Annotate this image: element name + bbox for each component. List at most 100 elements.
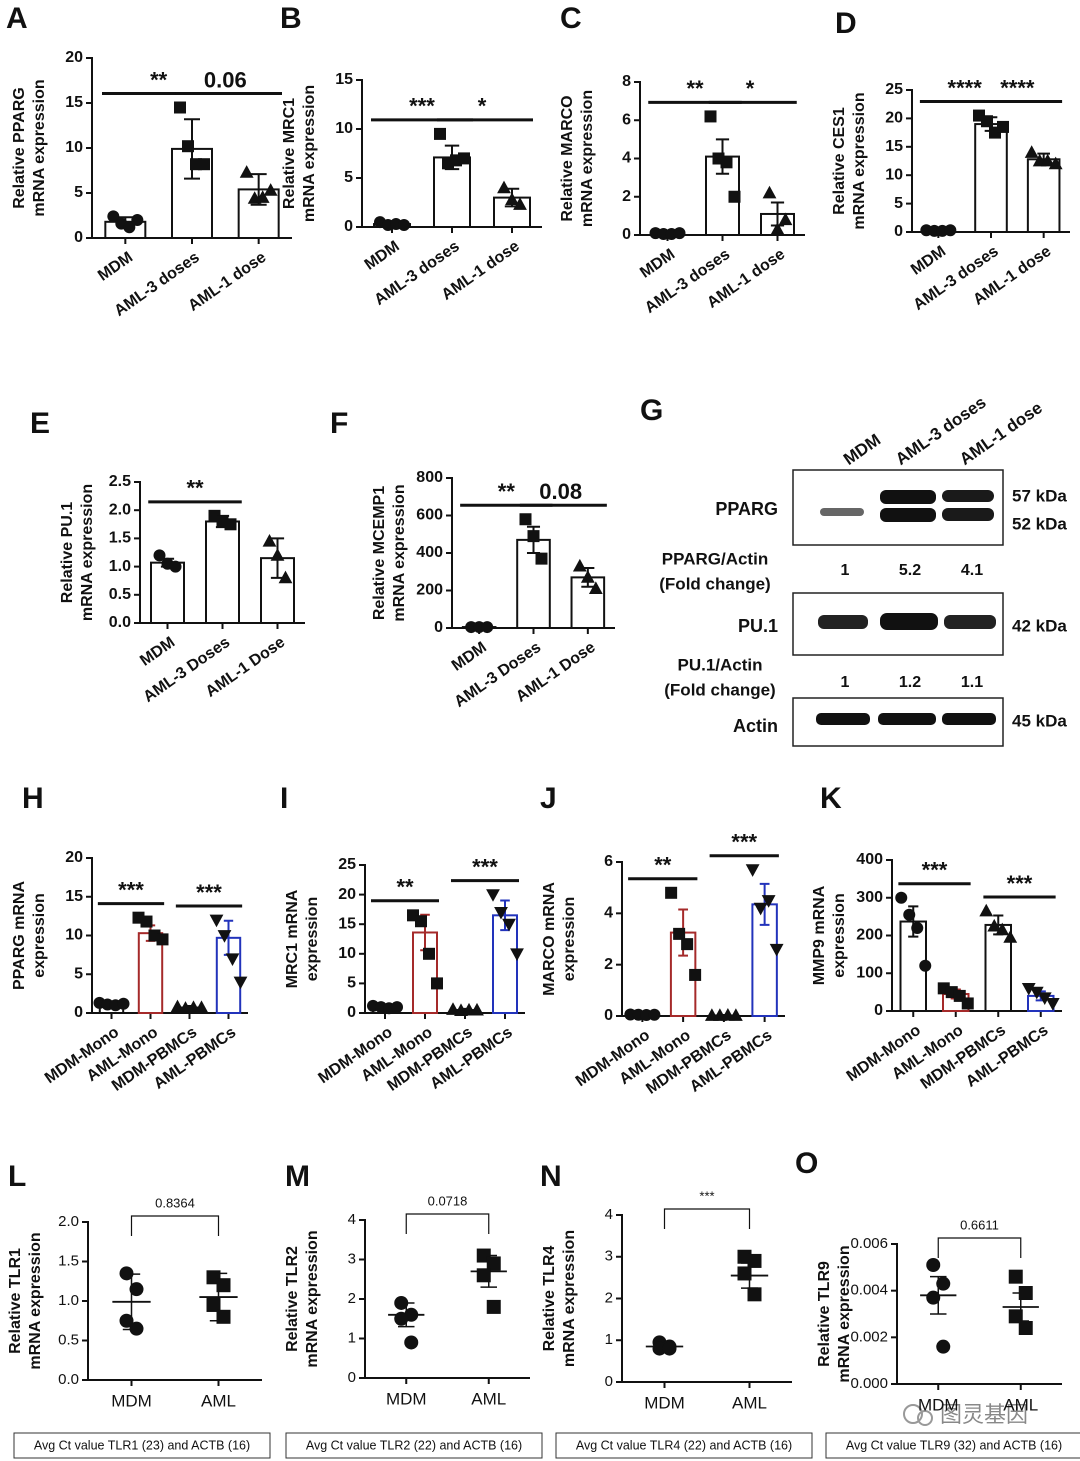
band <box>820 508 864 516</box>
data-point <box>394 1311 409 1326</box>
significance-label: * <box>746 76 755 101</box>
data-point <box>170 999 185 1013</box>
data-point <box>778 212 793 226</box>
y-tick-label: 8 <box>622 73 631 90</box>
y-tick-label: 1.0 <box>58 1292 79 1309</box>
panel-letter: O <box>795 1147 818 1180</box>
y-axis-label: Relative TLR4 <box>541 1245 558 1351</box>
y-tick-label: 4 <box>604 905 613 922</box>
y-tick-label: 0.0 <box>109 614 131 631</box>
band <box>880 490 936 504</box>
y-tick-label: 20 <box>338 886 356 903</box>
panel-letter: J <box>540 782 557 815</box>
y-tick-label: 0 <box>347 1004 356 1021</box>
x-tick-label: AML <box>732 1393 767 1412</box>
data-point <box>926 1258 941 1272</box>
ratio-value: 1.1 <box>961 674 983 691</box>
data-point <box>123 221 136 234</box>
data-point <box>513 197 527 210</box>
band <box>880 508 936 522</box>
y-axis-label: mRNA expression <box>391 484 408 621</box>
note-box <box>285 1432 543 1459</box>
data-point <box>535 552 548 565</box>
data-point <box>446 1002 460 1015</box>
data-point <box>182 140 194 153</box>
y-tick-label: 4 <box>622 150 631 167</box>
y-tick-label: 400 <box>856 851 883 868</box>
panel: D Relative CES1 mRNA expression 0 5 10 15 20 25 M… <box>831 7 1070 314</box>
size-label: 42 kDa <box>1012 616 1067 635</box>
data-point <box>1045 998 1060 1011</box>
y-tick-label: 20 <box>885 110 903 127</box>
panel: M Relative TLR2 mRNA expression 0 1 2 3 4 MDM AML… <box>284 1160 543 1459</box>
significance-label: ** <box>498 479 516 504</box>
data-point <box>423 947 435 960</box>
panel-letter: N <box>540 1160 562 1193</box>
data-point <box>174 101 186 114</box>
y-tick-label: 2.0 <box>109 501 131 518</box>
data-point <box>217 930 232 943</box>
significance-label: 0.6611 <box>960 1217 999 1232</box>
data-point <box>497 180 511 194</box>
x-tick-label: MDM <box>449 639 490 675</box>
data-point <box>502 918 516 932</box>
band <box>942 713 996 725</box>
y-tick-label: 1.5 <box>58 1252 79 1269</box>
significance-label: ** <box>396 875 414 900</box>
y-tick-label: 2 <box>605 1289 613 1306</box>
band <box>816 713 870 725</box>
data-point <box>140 915 153 928</box>
significance-bracket <box>130 1215 220 1236</box>
data-point <box>936 1339 951 1354</box>
y-tick-label: 25 <box>885 81 903 98</box>
data-point <box>119 1313 134 1328</box>
y-tick-label: 5 <box>344 169 353 186</box>
data-point <box>728 1008 743 1021</box>
y-axis-label: mRNA expression <box>79 484 96 621</box>
y-tick-label: 0.000 <box>850 1375 888 1392</box>
data-point <box>580 570 595 583</box>
data-point <box>404 1335 419 1350</box>
data-point <box>648 1008 661 1021</box>
significance-label: **** <box>1000 75 1035 100</box>
data-point <box>762 185 777 199</box>
y-axis-label: MARCO mRNA <box>541 882 558 996</box>
data-point <box>107 210 120 223</box>
significance-label: 0.08 <box>539 479 582 504</box>
data-point <box>208 509 221 522</box>
data-point <box>169 560 182 573</box>
data-point <box>224 518 237 531</box>
y-axis-label: expression <box>31 893 48 977</box>
data-point <box>519 513 532 526</box>
significance-label: ** <box>150 67 168 92</box>
data-point <box>770 222 785 235</box>
y-tick-label: 5 <box>74 184 83 201</box>
data-point <box>704 110 717 123</box>
panel-letter: C <box>560 2 582 35</box>
y-tick-label: 2 <box>604 956 613 973</box>
data-point <box>129 1321 144 1336</box>
data-point <box>458 152 470 165</box>
y-tick-label: 0.004 <box>850 1282 888 1299</box>
note: Avg Ct value TLR4 (22) and ACTB (16) <box>576 1438 792 1452</box>
data-point <box>588 581 603 595</box>
panel-letter: F <box>330 407 348 440</box>
data-point <box>394 1295 409 1310</box>
data-point <box>572 558 587 572</box>
y-tick-label: 0 <box>74 1004 83 1021</box>
data-point <box>995 922 1010 936</box>
data-point <box>156 933 169 946</box>
size-label: 45 kDa <box>1012 711 1067 730</box>
row-label: PPARG <box>715 499 778 519</box>
data-point <box>194 1000 209 1013</box>
data-point <box>652 1341 667 1356</box>
y-axis-label: Relative TLR2 <box>284 1246 301 1352</box>
data-point <box>434 127 446 140</box>
bar <box>492 914 518 1015</box>
data-point <box>415 915 427 928</box>
y-tick-label: 0 <box>348 1369 356 1386</box>
data-point <box>1018 1286 1033 1300</box>
y-tick-label: 4 <box>605 1206 613 1223</box>
